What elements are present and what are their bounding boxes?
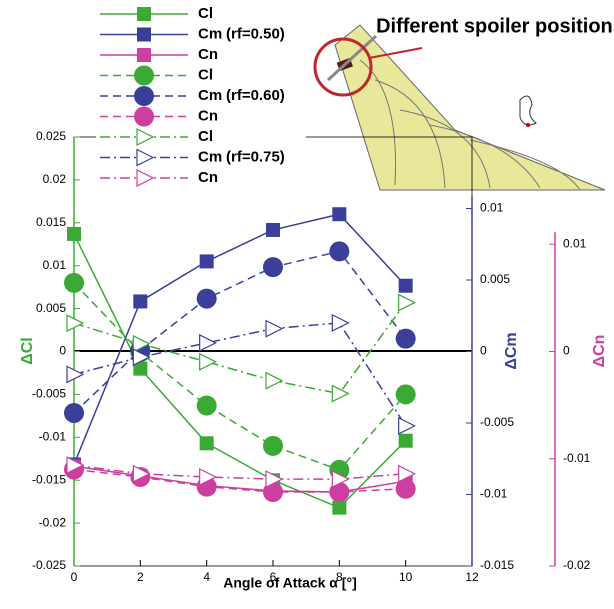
x-tick-label: 6 xyxy=(270,570,277,584)
legend-label: Cn xyxy=(198,46,218,63)
y-tick-label: 0.025 xyxy=(36,129,66,143)
data-point xyxy=(67,227,81,241)
y-tick-label: 0.02 xyxy=(43,172,67,186)
legend-marker xyxy=(134,66,154,86)
series-line xyxy=(74,466,406,492)
y-tick-label: 0.015 xyxy=(36,215,66,229)
legend-label: Cm xyxy=(198,148,222,165)
legend-marker xyxy=(134,86,154,106)
y-tick-label: -0.015 xyxy=(32,472,66,486)
annotation: Different spoiler positions xyxy=(376,15,614,37)
data-point xyxy=(329,241,349,261)
y3-tick-label: 0 xyxy=(563,344,570,358)
series-line xyxy=(74,251,406,413)
series-line xyxy=(74,323,406,426)
y2-tick-label: -0.01 xyxy=(480,487,508,501)
data-point xyxy=(266,223,280,237)
legend-label: Cn xyxy=(198,169,218,186)
legend-marker xyxy=(134,107,154,127)
y3-tick-label: 0.01 xyxy=(563,236,587,250)
y2-tick-label: 0 xyxy=(480,344,487,358)
y-tick-label: -0.005 xyxy=(32,387,66,401)
y-tick-label: -0.025 xyxy=(32,558,66,572)
data-point xyxy=(396,384,416,404)
y-axis-label: ΔCl xyxy=(19,337,36,365)
legend-group-label: (rf=0.50) xyxy=(226,25,285,42)
y2-axis-label: ΔCm xyxy=(503,332,520,369)
x-tick-label: 4 xyxy=(203,570,210,584)
data-point xyxy=(399,295,415,311)
legend-label: Cl xyxy=(198,5,213,22)
data-point xyxy=(197,396,217,416)
y2-tick-label: -0.015 xyxy=(480,558,514,572)
legend-marker xyxy=(137,7,151,21)
data-point xyxy=(200,354,216,370)
data-point xyxy=(200,254,214,268)
y2-tick-label: -0.005 xyxy=(480,415,514,429)
data-point xyxy=(332,315,348,331)
legend-label: Cl xyxy=(198,128,213,145)
data-point xyxy=(399,418,415,434)
data-point xyxy=(64,273,84,293)
y-tick-label: 0.01 xyxy=(43,258,67,272)
data-point xyxy=(67,366,83,382)
chart: Different spoiler positions Angle of Att… xyxy=(0,0,614,604)
legend-label: Cn xyxy=(198,107,218,124)
data-point xyxy=(399,279,413,293)
legend-label: Cm xyxy=(198,25,222,42)
data-point xyxy=(263,436,283,456)
data-point xyxy=(266,321,282,337)
legend-group-label: (rf=0.60) xyxy=(226,87,285,104)
wing-illustration xyxy=(315,25,605,190)
y-tick-label: -0.01 xyxy=(39,429,67,443)
series-line xyxy=(74,465,406,479)
legend-group-label: (rf=0.75) xyxy=(226,148,285,165)
x-tick-label: 10 xyxy=(399,570,413,584)
series-line xyxy=(74,214,406,464)
data-point xyxy=(200,335,216,351)
y-tick-label: 0 xyxy=(59,344,66,358)
x-tick-label: 12 xyxy=(465,570,479,584)
data-point xyxy=(64,403,84,423)
data-point xyxy=(332,386,348,402)
legend-marker xyxy=(137,28,151,42)
y2-tick-label: 0.005 xyxy=(480,272,510,286)
y3-tick-label: -0.02 xyxy=(563,558,591,572)
legend-marker xyxy=(137,48,151,62)
y2-tick-label: 0.01 xyxy=(480,201,504,215)
y-tick-label: 0.005 xyxy=(36,301,66,315)
data-point xyxy=(396,329,416,349)
x-tick-label: 0 xyxy=(71,570,78,584)
data-point xyxy=(263,257,283,277)
data-point xyxy=(332,207,346,221)
x-tick-label: 2 xyxy=(137,570,144,584)
data-point xyxy=(266,373,282,389)
x-tick-label: 8 xyxy=(336,570,343,584)
data-point xyxy=(332,501,346,515)
data-point xyxy=(67,315,83,331)
legend-label: Cl xyxy=(198,66,213,83)
y3-axis-label: ΔCn xyxy=(591,335,608,368)
data-point xyxy=(399,434,413,448)
legend-label: Cm xyxy=(198,87,222,104)
y-tick-label: -0.02 xyxy=(39,515,67,529)
data-point xyxy=(200,436,214,450)
y3-tick-label: -0.01 xyxy=(563,451,591,465)
series-line xyxy=(74,283,406,470)
data-point xyxy=(197,289,217,309)
data-point xyxy=(133,294,147,308)
legend: ClCm(rf=0.50)CnClCm(rf=0.60)CnClCm(rf=0.… xyxy=(96,5,306,187)
